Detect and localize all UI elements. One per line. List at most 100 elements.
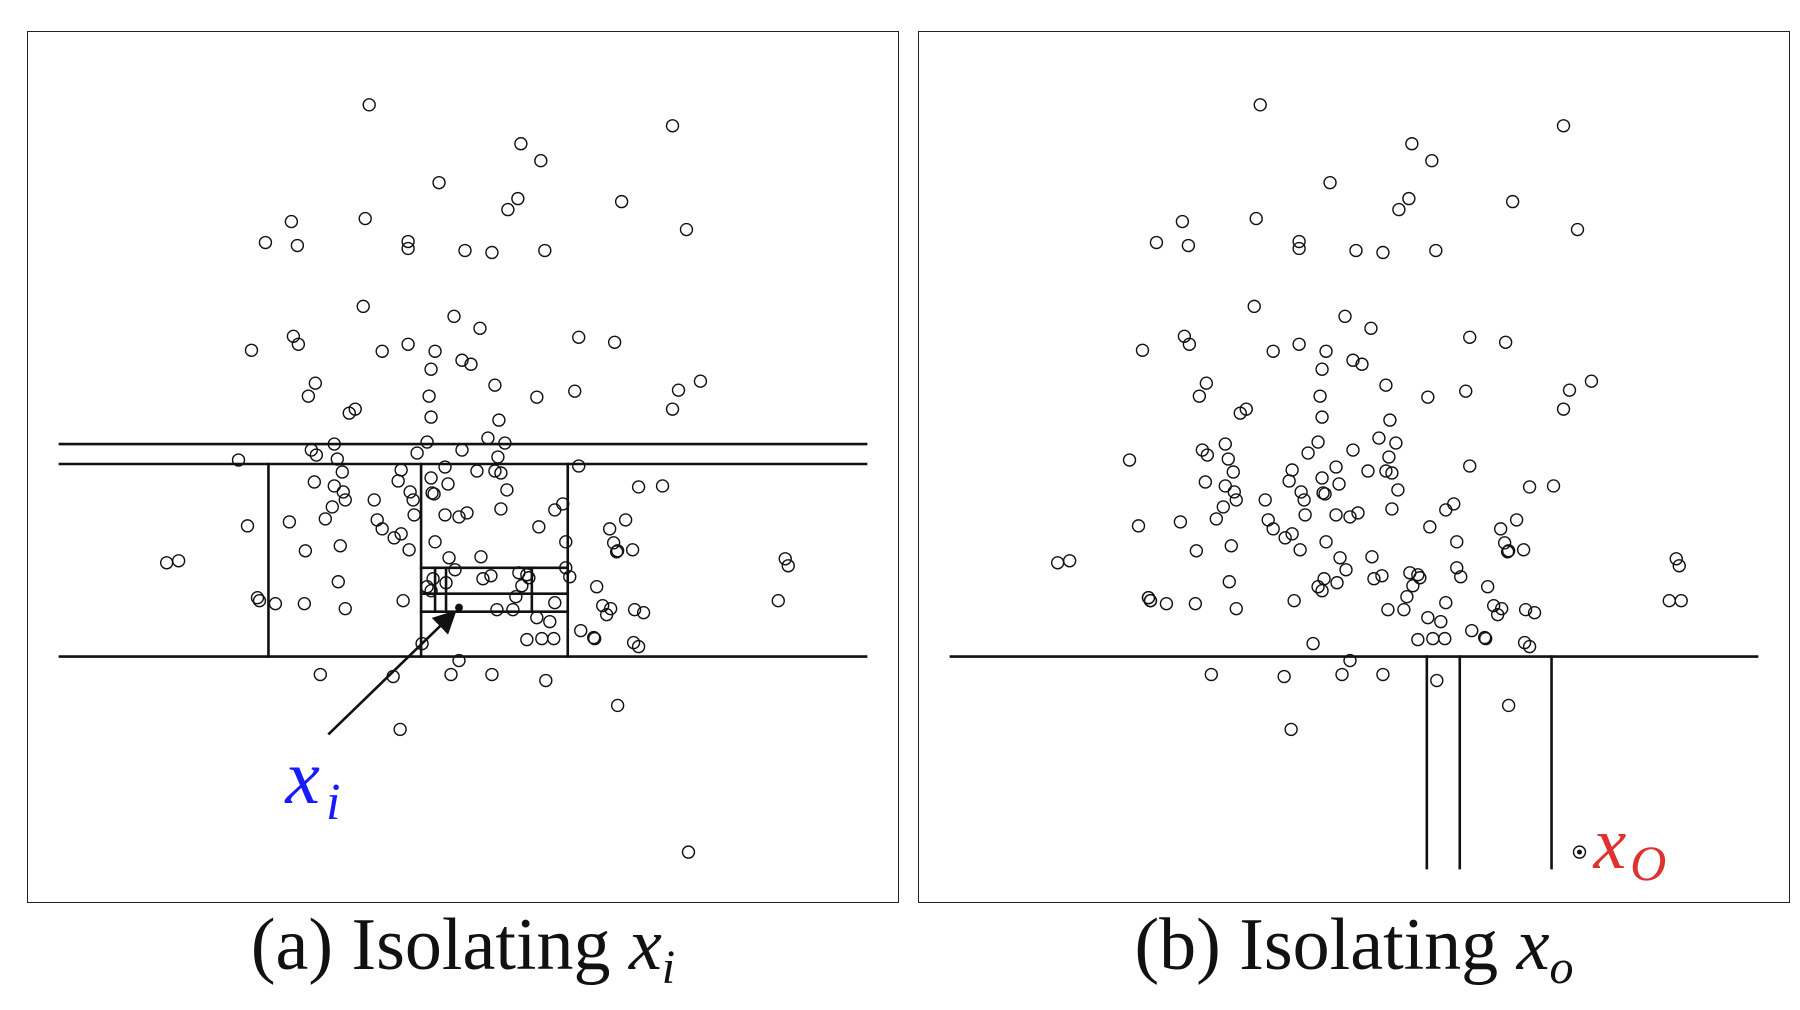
scatter-b-point bbox=[1385, 466, 1399, 480]
scatter-b-point bbox=[1493, 522, 1508, 536]
scatter-b-point bbox=[1478, 630, 1492, 645]
scatter-a-point bbox=[407, 508, 421, 522]
scatter-a-point bbox=[488, 378, 502, 392]
scatter-a-point bbox=[543, 614, 557, 629]
scatter-b-point bbox=[1381, 602, 1395, 617]
scatter-b-point bbox=[1298, 508, 1312, 522]
scatter-a-point bbox=[539, 673, 553, 688]
scatter-a-point bbox=[534, 154, 548, 168]
scatter-b-point bbox=[1439, 503, 1453, 517]
scatter-a-point bbox=[547, 631, 561, 646]
scatter-b-point bbox=[1315, 362, 1329, 376]
scatter-a-point bbox=[268, 597, 283, 611]
scatter-a-point bbox=[626, 635, 641, 650]
scatter-a-point bbox=[494, 502, 508, 516]
scatter-b-point bbox=[1200, 448, 1215, 462]
scatter-a-point bbox=[590, 580, 604, 594]
scatter-a-point bbox=[574, 623, 588, 638]
scatter-b-point bbox=[1479, 631, 1493, 646]
scatter-b-point bbox=[1343, 653, 1357, 668]
scatter-b-point bbox=[1346, 353, 1360, 367]
caption-b-var: x bbox=[1516, 904, 1550, 986]
scatter-a-point bbox=[458, 243, 472, 258]
scatter-b-point bbox=[1406, 579, 1420, 593]
scatter-a-point bbox=[387, 531, 401, 545]
scatter-b-point bbox=[1459, 384, 1473, 398]
scatter-a-point bbox=[318, 512, 333, 526]
scatter-b-point bbox=[1233, 406, 1247, 420]
scatter-a-point bbox=[464, 357, 478, 371]
scatter-b-point bbox=[1122, 453, 1137, 467]
scatter-b-point bbox=[1199, 376, 1214, 390]
scatter-b-point bbox=[1226, 465, 1240, 479]
scatter-b-point bbox=[1429, 243, 1443, 258]
scatter-b-point bbox=[1343, 510, 1357, 524]
scatter-b-point bbox=[1261, 513, 1275, 527]
scatter-a-point bbox=[490, 602, 504, 617]
scatter-b-point bbox=[1450, 535, 1464, 549]
scatter-partition-plot-b: xO bbox=[949, 98, 1759, 891]
scatter-a-point bbox=[627, 602, 642, 617]
scatter-b-point bbox=[1375, 569, 1389, 583]
scatter-b-point bbox=[1556, 402, 1571, 416]
scatter-b-point bbox=[1143, 594, 1158, 608]
scatter-b-point bbox=[1317, 572, 1331, 586]
scatter-b-point bbox=[1447, 497, 1461, 511]
scatter-a-point bbox=[474, 550, 488, 564]
scatter-b-point bbox=[1376, 667, 1390, 682]
scatter-b-point bbox=[1385, 502, 1399, 516]
scatter-b-point bbox=[1364, 321, 1378, 336]
scatter-b-point bbox=[1379, 378, 1393, 392]
scatter-a-point bbox=[394, 527, 408, 541]
scatter-b-point bbox=[1313, 389, 1327, 403]
scatter-b-point bbox=[1505, 194, 1520, 209]
scatter-b-point bbox=[1329, 460, 1343, 474]
scatter-a-point bbox=[331, 575, 345, 589]
scatter-b-point bbox=[1335, 667, 1349, 682]
scatter-b-point bbox=[1501, 544, 1516, 558]
scatter-a-point bbox=[548, 596, 562, 610]
scatter-a-point bbox=[448, 563, 462, 577]
scatter-a-point bbox=[297, 597, 312, 611]
scatter-a-point bbox=[244, 343, 259, 357]
scatter-b-point bbox=[1135, 343, 1150, 357]
scatter-b-point bbox=[1229, 601, 1243, 616]
scatter-a-point bbox=[356, 299, 370, 314]
scatter-a-point bbox=[401, 241, 415, 256]
scatter-a-point bbox=[401, 337, 415, 351]
scatter-a-point bbox=[452, 653, 466, 668]
scatter-b-point bbox=[1159, 597, 1174, 611]
scatter-a-point bbox=[618, 513, 633, 527]
scatter-b-point bbox=[1221, 452, 1235, 466]
scatter-a-point bbox=[535, 631, 549, 646]
scatter-a-point bbox=[424, 362, 438, 376]
scatter-a-point bbox=[587, 630, 601, 645]
scatter-b-point bbox=[1175, 214, 1190, 229]
scatter-b-point bbox=[1454, 570, 1468, 584]
scatter-a-point bbox=[476, 572, 490, 586]
scatter-a-point bbox=[367, 493, 381, 507]
scatter-a-point bbox=[401, 234, 415, 249]
scatter-a-point bbox=[655, 479, 670, 493]
scatter-b-point bbox=[1141, 591, 1156, 605]
scatter-a-point bbox=[588, 631, 602, 646]
scatter-a-point bbox=[671, 383, 686, 397]
scatter-b-point bbox=[1198, 475, 1213, 489]
scatter-a-point bbox=[606, 536, 621, 550]
scatter-b-point bbox=[1501, 698, 1516, 713]
scatter-a-point bbox=[301, 389, 316, 403]
scatter-a-point bbox=[327, 479, 341, 493]
scatter-b-point bbox=[1218, 479, 1232, 493]
scatter-a-point bbox=[375, 522, 389, 536]
scatter-b-point bbox=[1306, 636, 1320, 651]
scatter-b-point bbox=[1365, 550, 1379, 564]
scatter-a-point bbox=[362, 98, 376, 112]
scatter-a-point bbox=[258, 235, 273, 250]
scatter-b-point bbox=[1329, 508, 1343, 522]
scatter-b-point bbox=[1421, 610, 1435, 625]
scatter-a-point bbox=[572, 330, 586, 344]
scatter-a-point bbox=[771, 594, 785, 608]
caption-b-prefix: (b) Isolating bbox=[1134, 904, 1499, 986]
